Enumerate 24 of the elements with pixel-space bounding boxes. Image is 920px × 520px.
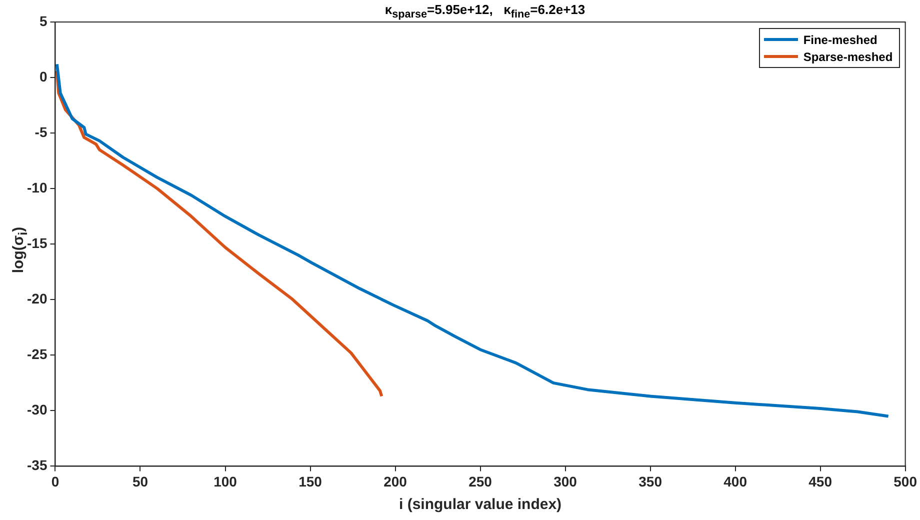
x-tick-label: 100 <box>214 473 238 490</box>
x-tick-label: 250 <box>468 473 492 490</box>
legend-label: Fine-meshed <box>803 32 878 46</box>
x-tick-label: 0 <box>51 473 60 490</box>
y-tick-label: -10 <box>27 179 48 196</box>
x-tick-label: 50 <box>132 473 148 490</box>
y-tick-label: -5 <box>34 124 48 140</box>
y-tick-label: -20 <box>27 290 48 306</box>
y-tick-label: -15 <box>27 234 48 251</box>
y-tick-label: -30 <box>27 402 48 418</box>
y-tick-label: 0 <box>39 68 48 84</box>
x-tick-label: 500 <box>894 473 918 490</box>
x-axis-title: i (singular value index) <box>399 496 562 514</box>
x-tick-label: 350 <box>638 473 662 490</box>
x-tick-label: 400 <box>724 473 748 490</box>
x-tick-label: 200 <box>384 473 408 490</box>
x-tick-label: 300 <box>554 473 578 490</box>
x-tick-label: 450 <box>808 473 832 490</box>
y-tick-label: -25 <box>27 346 48 362</box>
y-tick-label: 5 <box>39 12 48 29</box>
chart-title: κ$_{sparse}$=5.95e+12, κ$_{fine}$=6.2e+13 <box>384 2 586 21</box>
y-tick-label: -35 <box>27 457 48 474</box>
legend-label: Sparse-meshed <box>803 50 893 64</box>
x-tick-label: 150 <box>298 473 322 490</box>
